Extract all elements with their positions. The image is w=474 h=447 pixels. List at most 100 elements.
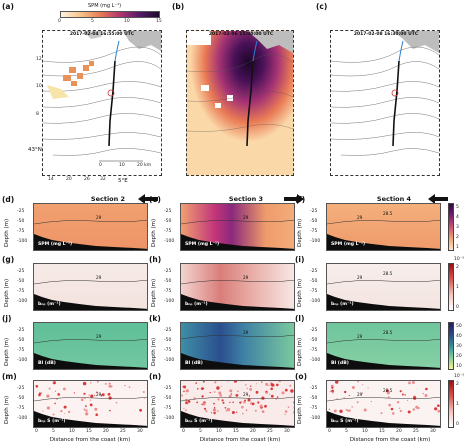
scatter-dot (331, 391, 334, 394)
scatter-dot (357, 381, 359, 383)
distance-tick: 10 (216, 429, 222, 434)
depth-axis-label: Depth (m) (151, 395, 157, 424)
distance-tick: 0 (328, 429, 331, 434)
scatter-dot (257, 401, 260, 404)
scatter-dot (270, 394, 274, 398)
scatter-dot (225, 409, 227, 411)
scatter-dot (201, 395, 204, 398)
distance-tick: 5 (52, 429, 55, 434)
scatter-dot (202, 381, 205, 383)
colorbar-tick: 5 (456, 205, 459, 210)
isopycnal-line (327, 219, 440, 225)
colorbar-tick: 1 (456, 285, 459, 290)
isopycnal-label: 29 (243, 275, 249, 280)
panel-label-bbp-0: (g) (2, 255, 15, 264)
scatter-dot (242, 412, 244, 415)
parameter-label: SPM (mg L⁻¹) (185, 242, 220, 247)
scatter-dot (63, 405, 67, 409)
scatter-dot (216, 386, 220, 390)
scatter-dot (185, 409, 187, 412)
distance-tick: 25 (120, 429, 126, 434)
panel-label-spm-2: (f) (295, 195, 306, 204)
depth-axis-label: Depth (m) (4, 218, 10, 247)
panel-label-c: (c) (316, 2, 328, 11)
depth-tick: -50 (310, 338, 318, 343)
profile-panel-spm-1: 29 SPM (mg L⁻¹) (180, 203, 295, 251)
scatter-dot (398, 407, 401, 409)
isopycnal-label-2: 28.5 (383, 271, 393, 276)
isopycnal-label: 29 (243, 392, 249, 397)
depth-tick: -50 (17, 338, 25, 343)
panel-label-bbp-2: (i) (295, 255, 305, 264)
depth-tick: -100 (17, 416, 28, 421)
scatter-dot (265, 390, 268, 393)
scatter-dot (271, 383, 275, 387)
scatter-dot (143, 398, 145, 399)
seabed-svg (181, 279, 294, 310)
depth-axis-label: Depth (m) (297, 395, 303, 424)
panel-label-bbps-2: (o) (295, 372, 308, 381)
depth-tick: -25 (310, 209, 318, 214)
depth-tick: -50 (164, 219, 172, 224)
scatter-dot (108, 382, 111, 385)
map-x-tick-3: 26 (84, 177, 90, 182)
scatter-dot (246, 387, 249, 390)
scatter-dot (226, 407, 231, 412)
scatter-dot (233, 381, 237, 383)
colorbar-bbp (448, 263, 454, 311)
scatter-dot (83, 392, 86, 395)
scatter-dot (294, 412, 295, 414)
scatter-dot (385, 398, 387, 400)
scatter-dot (276, 383, 279, 387)
seabed-svg (34, 279, 147, 310)
scale-20: 20 km (137, 163, 152, 168)
distance-tick: 0 (182, 429, 185, 434)
scatter-dot (46, 406, 50, 410)
colorbar-tick: 20 (456, 354, 462, 359)
lon-tick: 5°E (118, 178, 128, 184)
seabed (34, 411, 147, 427)
distance-tick: 10 (362, 429, 368, 434)
scatter-dot (227, 381, 229, 382)
scatter-dot (250, 385, 252, 387)
scatter-dot (128, 386, 131, 388)
lat-tick: 43°N (28, 147, 42, 153)
spm-tick-5: 5 (91, 19, 94, 24)
scatter-dot (183, 407, 185, 409)
scatter-dot (95, 413, 98, 416)
scatter-dot (181, 394, 183, 397)
colorbar-tick: 2 (456, 382, 459, 387)
scatter-dot (46, 394, 50, 398)
scatter-dot (351, 386, 355, 389)
scatter-dot (278, 381, 281, 383)
scatter-dot (187, 400, 191, 403)
depth-tick: -100 (17, 239, 28, 244)
scatter-dot (293, 410, 294, 414)
spm-colorbar-label: SPM (mg L⁻¹) (88, 3, 122, 9)
seabed (327, 234, 440, 250)
colorbar-tick: 0 (456, 422, 459, 427)
map-a-svg (43, 31, 161, 162)
seabed-svg (327, 279, 440, 310)
scatter-dot (96, 391, 98, 393)
scatter-dot (281, 391, 285, 395)
distance-tick: 0 (35, 429, 38, 434)
parameter-label: bₙₚ (m⁻¹) (38, 302, 61, 307)
scatter-dot (217, 398, 220, 401)
profile-panel-bbp-2: 29 28.5 bₙₚ (m⁻¹) (326, 263, 441, 311)
scatter-dot (200, 387, 204, 390)
depth-tick: -100 (17, 358, 28, 363)
colorbar-tick: 2 (456, 235, 459, 240)
scatter-dot (185, 401, 188, 404)
scatter-dot (390, 407, 394, 411)
scatter-dot (399, 390, 402, 393)
map-a-time: 2017-02-04 16:55:00 UTC (69, 32, 135, 37)
distance-tick: 15 (233, 429, 239, 434)
profile-panel-bbp-0: 29 bₙₚ (m⁻¹) (33, 263, 148, 311)
scatter-dot (245, 384, 247, 386)
scatter-dot (228, 394, 232, 398)
scatter-dot (284, 388, 288, 392)
isopycnal-label-2: 28.5 (383, 211, 393, 216)
x-axis-label-3: Distance from the coast (km) (349, 437, 431, 443)
depth-tick: -25 (17, 209, 25, 214)
